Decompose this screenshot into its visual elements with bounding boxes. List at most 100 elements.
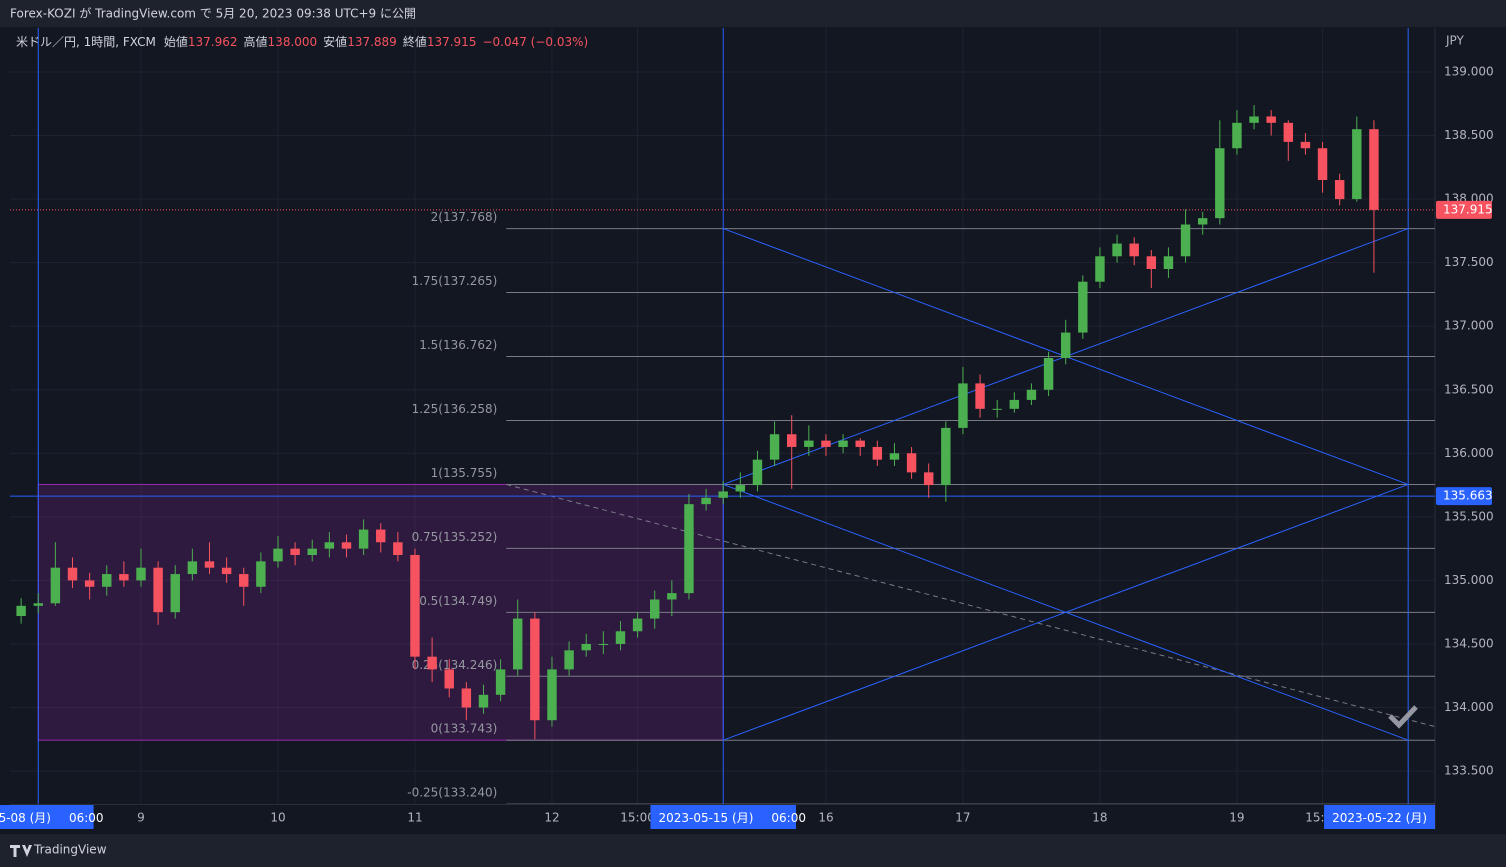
last-price-label-box [1436,200,1492,219]
candle-body [821,440,831,447]
candle-body [684,504,694,594]
candle-body [1146,256,1157,269]
legend: 米ドル／円, 1時間, FXCM 始値137.962 高値138.000 安値137.… [16,34,588,49]
x-tick-label: 16 [818,811,833,825]
candle-body [1009,399,1020,409]
legend-value: 138.000 [268,35,318,49]
candle-body [1300,141,1311,149]
candle-body [1232,122,1242,149]
time-label: 2023-05-22 (月) [1332,811,1427,825]
candle-body [838,440,848,447]
candle-body [1043,357,1054,390]
x-tick-label: 19 [1229,811,1244,825]
x-tick-label: 9 [137,811,145,825]
axes: 133.500 134.000 134.500 135.000 135.500 136.0… [0,64,1494,829]
candle-body [221,567,232,575]
horizontal-line-label-box [1436,487,1492,506]
y-tick-label: 137.500 [1444,255,1494,269]
time-label-box [1324,805,1435,829]
candle-body [478,694,489,708]
x-tick-label: 18 [1092,811,1107,825]
candle-body [1334,180,1345,200]
fib-label: 0(133.743) [431,722,498,736]
x-tick-label: 12 [544,811,559,825]
fib-label: 1.75(137.265) [412,274,498,288]
fib-label: -0.25(133.240) [407,786,497,800]
x-tick-label: 11 [407,811,422,825]
candle-body [581,643,591,651]
y-tick-label: 134.500 [1444,636,1494,650]
candle-body [1215,148,1225,219]
candle-body [50,567,61,604]
candle-body [33,603,43,606]
candle-body [427,656,437,670]
candle-body [273,548,283,562]
fib-label: 2(137.768) [431,210,498,224]
legend-symbol: 米ドル／円, 1時間, FXCM [16,35,156,49]
legend-label: 始値 [164,34,188,49]
candle-body [307,548,317,555]
candle-body [564,650,574,670]
candle-body [204,561,215,568]
time-label-date: 2023-05-22 (月) [1332,811,1427,825]
candle-body [67,567,78,581]
x-tick-label: 17 [955,811,970,825]
brand-logo [10,845,32,857]
candle-body [1078,281,1088,333]
time-label-time: 06:00 [771,811,806,825]
time-label-time: 06:00 [69,811,104,825]
y-tick-label: 138.500 [1444,128,1494,142]
legend-value: 137.962 [188,35,238,49]
time-label-date: 2023-05-15 (月) [658,811,753,825]
candle-body [667,593,677,600]
candle-body [547,669,557,721]
last-price-label: 137.915 [1443,202,1493,216]
time-label-box [0,805,94,829]
legend-value: 137.889 [347,35,397,49]
candle-body [119,574,129,581]
horizontal-line-label: 135.663 [1443,489,1493,503]
candle-body [16,605,26,617]
candle-body [872,446,883,460]
candle-body [290,548,300,555]
candle-body [153,567,163,613]
candle-body [461,688,472,708]
candle-body [615,631,626,644]
footer-brand: TradingView [33,843,107,857]
candle-body [718,491,728,498]
time-label-date: 05-08 (月) [0,811,51,825]
candle-body [136,567,146,581]
y-tick-label: 134.000 [1444,700,1494,714]
fib-label: 0.5(134.749) [419,594,497,608]
candle-body [923,472,934,486]
candle-body [495,669,506,695]
legend-change: −0.047 (−0.03%) [482,35,588,49]
y-tick-label: 139.000 [1444,64,1494,78]
candle-body [787,434,797,447]
candle-body [1095,256,1105,282]
y-tick-label: 137.000 [1444,319,1494,333]
candle-body [769,434,780,460]
candle-body [941,427,951,486]
candle-body [650,599,660,619]
fib-label: 1.5(136.762) [419,338,497,352]
candle-body [410,554,420,657]
candle-body [1283,122,1294,142]
candle-body [958,383,968,428]
trend-line [723,483,1409,741]
candle-body [1197,218,1208,225]
candle-body [239,574,249,587]
candle-body [752,459,763,486]
candle-body [1163,256,1174,269]
candle-body [632,618,643,632]
candle-body [187,561,198,575]
candle-body [1352,129,1362,200]
candle-body [889,453,900,460]
candle-body [1112,243,1122,257]
y-tick-label: 136.000 [1444,446,1494,460]
x-tick-label: 15:00 [620,811,655,825]
time-label: 2023-05-15 (月) 06:00 [658,811,806,825]
header-title: Forex-KOZI が TradingView.com で 5月 20, 20… [10,6,416,21]
